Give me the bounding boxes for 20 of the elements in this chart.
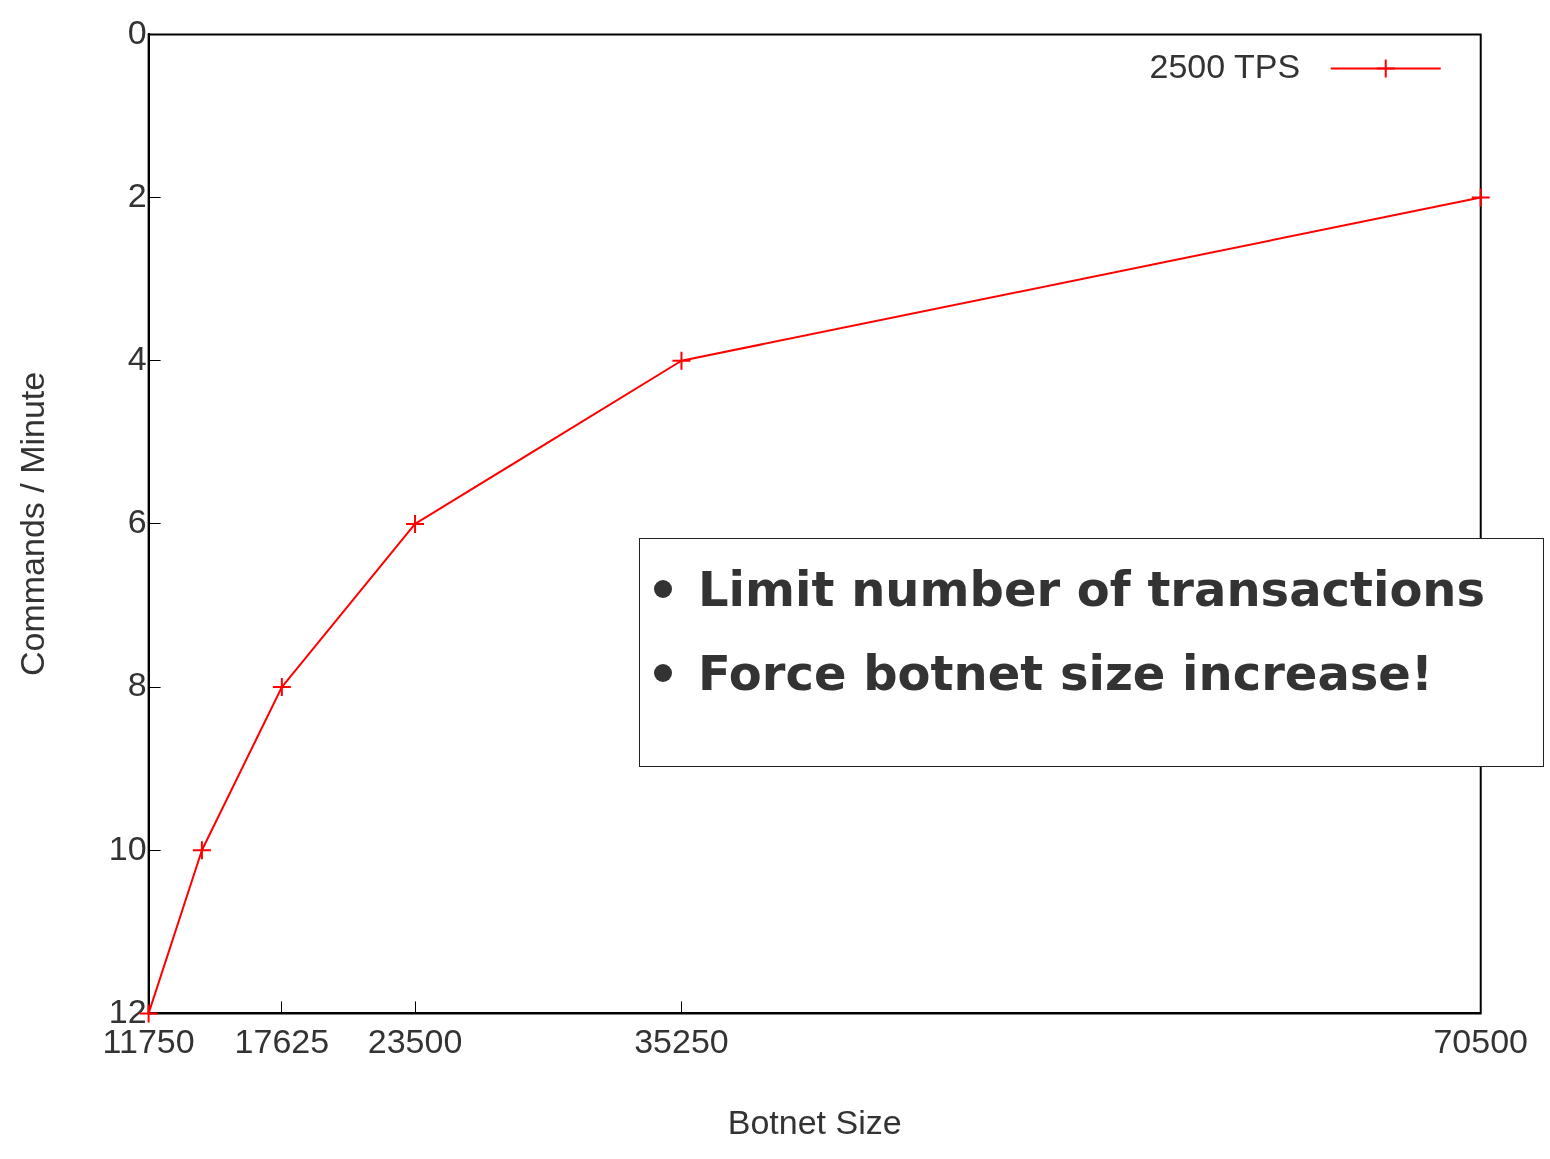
x-tick-label: 70500 bbox=[1433, 1022, 1528, 1061]
annotation: Force botnet size increase! bbox=[698, 645, 1433, 701]
x-axis-title: Botnet Size bbox=[727, 1102, 902, 1141]
y-tick-label: 2 bbox=[127, 175, 147, 214]
y-tick-label: 4 bbox=[127, 339, 147, 378]
point bbox=[271, 677, 292, 698]
x-tick-label: 35250 bbox=[634, 1022, 729, 1061]
y-tick-label: 6 bbox=[127, 502, 147, 541]
x-tick-label: 23500 bbox=[367, 1022, 463, 1061]
point bbox=[405, 513, 426, 534]
point bbox=[1470, 187, 1491, 208]
annotation: Limit number of transactions bbox=[698, 561, 1486, 617]
y-tick-label: 10 bbox=[108, 828, 147, 867]
y-tick-label: 0 bbox=[127, 12, 147, 51]
y-tick-label: 8 bbox=[127, 665, 147, 704]
y-axis-title: Commands / Minute bbox=[12, 371, 51, 677]
legend-label: 2500 TPS bbox=[1149, 46, 1301, 85]
point bbox=[191, 840, 212, 861]
point bbox=[671, 350, 692, 371]
x-tick-label: 17625 bbox=[234, 1022, 330, 1061]
